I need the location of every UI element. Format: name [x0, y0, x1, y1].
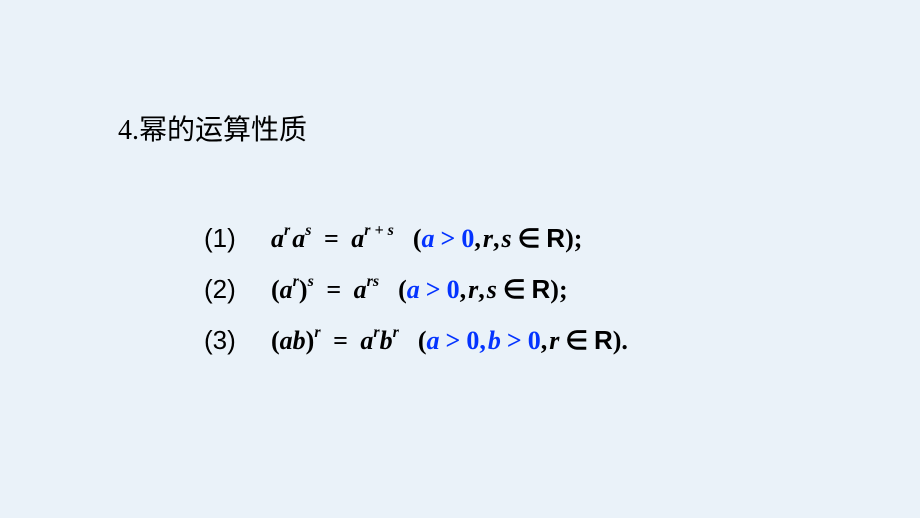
- row-label: (3): [204, 325, 236, 355]
- cond-a: a: [407, 275, 420, 304]
- exp-rs: rs: [367, 273, 379, 290]
- gt: >: [441, 224, 456, 253]
- close: ).: [613, 326, 628, 355]
- var-r: r: [468, 275, 478, 304]
- gt: >: [507, 326, 522, 355]
- exp-s: s: [305, 222, 311, 239]
- exp-rs: r + s: [364, 222, 394, 239]
- zero: 0: [447, 275, 460, 304]
- zero: 0: [528, 326, 541, 355]
- comma: ,: [478, 275, 485, 304]
- in: ∈: [518, 224, 541, 253]
- comma: ,: [479, 326, 486, 355]
- var-s: s: [502, 224, 512, 253]
- exp-r: r: [393, 324, 399, 341]
- equals: =: [324, 224, 339, 253]
- equals: =: [333, 326, 348, 355]
- var-r: r: [483, 224, 493, 253]
- paren-open: (: [271, 326, 280, 355]
- var-a: a: [280, 326, 293, 355]
- gt: >: [426, 275, 441, 304]
- exp-r: r: [373, 324, 379, 341]
- section-heading: 4.幂的运算性质: [118, 108, 307, 148]
- row-label: (2): [204, 274, 236, 304]
- cond-a: a: [427, 326, 440, 355]
- formula-row-1: (1) aras = ar + s (a>0,r,s∈R);: [204, 225, 628, 252]
- equals: =: [326, 275, 341, 304]
- cond-a: a: [422, 224, 435, 253]
- set-R: R: [532, 274, 551, 304]
- exp-r: r: [293, 273, 299, 290]
- cond-b: b: [488, 326, 501, 355]
- var-r: r: [549, 326, 559, 355]
- var-b: b: [293, 326, 306, 355]
- formula-row-2: (2) (ar)s = ars (a>0,r,s∈R);: [204, 276, 628, 303]
- var-a: a: [351, 224, 364, 253]
- paren-open: (: [271, 275, 280, 304]
- var-a: a: [292, 224, 305, 253]
- row-label: (1): [204, 223, 236, 253]
- paren-open: (: [413, 224, 422, 253]
- set-R: R: [594, 325, 613, 355]
- var-s: s: [487, 275, 497, 304]
- comma: ,: [493, 224, 500, 253]
- paren-close: ): [299, 275, 308, 304]
- formula-block: (1) aras = ar + s (a>0,r,s∈R); (2) (ar)s…: [204, 225, 628, 378]
- var-a: a: [280, 275, 293, 304]
- zero: 0: [461, 224, 474, 253]
- var-a: a: [354, 275, 367, 304]
- gt: >: [446, 326, 461, 355]
- exp-r: r: [314, 324, 320, 341]
- paren-open: (: [418, 326, 427, 355]
- close: );: [565, 224, 582, 253]
- zero: 0: [466, 326, 479, 355]
- in: ∈: [565, 326, 588, 355]
- in: ∈: [503, 275, 526, 304]
- comma: ,: [474, 224, 481, 253]
- var-b: b: [380, 326, 393, 355]
- exp-r: r: [284, 222, 290, 239]
- var-a: a: [271, 224, 284, 253]
- var-a: a: [360, 326, 373, 355]
- exp-s: s: [308, 273, 314, 290]
- paren-open: (: [398, 275, 407, 304]
- set-R: R: [546, 223, 565, 253]
- slide: 4.幂的运算性质 (1) aras = ar + s (a>0,r,s∈R); …: [0, 0, 920, 518]
- formula-row-3: (3) (ab)r = arbr (a>0,b>0,r∈R).: [204, 327, 628, 354]
- comma: ,: [541, 326, 548, 355]
- comma: ,: [460, 275, 467, 304]
- close: );: [550, 275, 567, 304]
